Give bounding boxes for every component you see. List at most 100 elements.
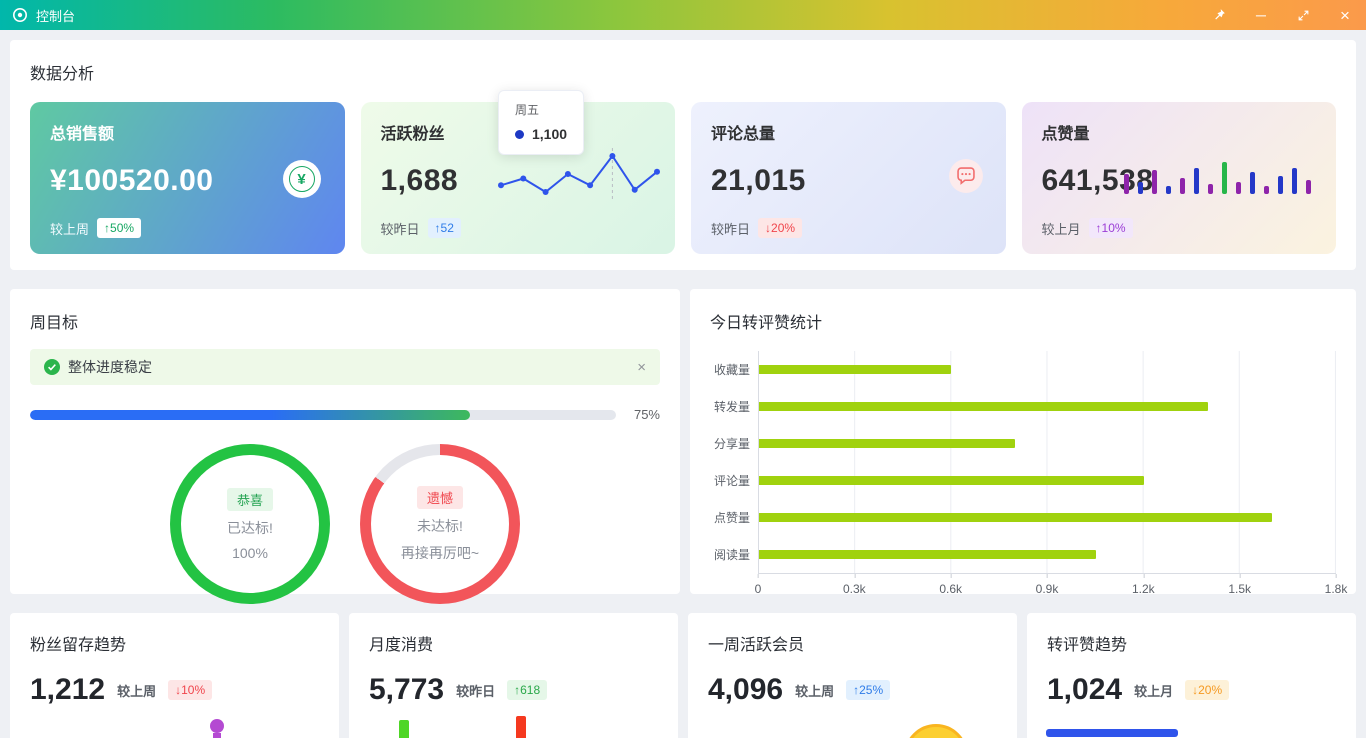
goal-ring-achieved: 恭喜 已达标! 100% <box>170 444 330 604</box>
section-title: 数据分析 <box>30 66 95 83</box>
goal-ring-missed: 遗憾 未达标! 再接再厉吧~ <box>360 444 520 604</box>
ring-line2: 再接再厉吧~ <box>400 544 480 561</box>
window-controls: ─ × <box>1210 6 1354 24</box>
trend-badge: ↑618 <box>507 680 548 700</box>
bar-row <box>759 425 1336 462</box>
mini-card-value: 1,212 <box>30 673 106 706</box>
tooltip-label: 周五 <box>515 103 540 117</box>
bar-转发量[interactable] <box>759 402 1208 411</box>
likes-bar <box>1166 186 1171 194</box>
bar-plot-area <box>758 351 1336 574</box>
card-monthly-spend: 月度消费 5,773 较昨日 ↑618 <box>349 613 678 738</box>
mini-card-title: 转评赞趋势 <box>1047 637 1128 654</box>
tooltip-value: 1,100 <box>532 126 568 142</box>
likes-bar <box>1292 168 1297 194</box>
trend-badge: ↓20% <box>1185 680 1230 700</box>
bar-row <box>759 462 1336 499</box>
x-tick-label: 1.2k <box>1132 574 1155 596</box>
close-button[interactable]: × <box>1340 5 1350 25</box>
ring-line1: 已达标! <box>227 519 273 536</box>
maximize-button[interactable] <box>1294 6 1312 24</box>
pin-icon[interactable] <box>1210 6 1228 24</box>
card-weekly-active-members: 一周活跃会员 4,096 较上周 ↑25% <box>688 613 1017 738</box>
card-likes: 点赞量 641,538 较上月 ↑10% <box>1021 102 1336 254</box>
bar-评论量[interactable] <box>759 476 1144 485</box>
trend-badge: ↑52 <box>427 218 461 238</box>
stat-cards: 总销售额 ¥100520.00 ¥ 较上周 ↑50% 活跃粉丝 1,688 较昨… <box>30 102 1336 254</box>
trend-badge: ↑10% <box>1088 218 1133 238</box>
card-title: 评论总量 <box>711 126 776 143</box>
card-value: 1,688 <box>380 164 459 197</box>
card-fan-retention-trend: 粉丝留存趋势 1,212 较上周 ↓10% <box>10 613 339 738</box>
ring-line1: 未达标! <box>417 517 463 534</box>
mini-card-title: 粉丝留存趋势 <box>30 637 127 654</box>
bar-category-label: 分享量 <box>713 437 750 451</box>
bar-row <box>759 388 1336 425</box>
today-stats-panel: 今日转评赞统计 收藏量 转发量 分享量 评论量 点赞量 阅读量 0 0.3k 0.6k 0.9k… <box>690 289 1356 596</box>
likes-bar <box>1152 170 1157 194</box>
compare-label: 较上周 <box>795 683 835 699</box>
bar-category-label: 点赞量 <box>713 511 750 525</box>
alert-close-icon[interactable]: × <box>637 358 646 376</box>
ring-line2: 100% <box>232 544 268 561</box>
bar-点赞量[interactable] <box>759 513 1272 522</box>
likes-bar <box>1278 176 1283 194</box>
comment-bubble-icon <box>948 158 984 199</box>
bar-category-labels: 收藏量 转发量 分享量 评论量 点赞量 阅读量 <box>710 351 758 574</box>
trend-badge: ↓10% <box>168 680 213 700</box>
app-logo-icon <box>12 7 28 23</box>
mini-card-value: 5,773 <box>369 673 445 706</box>
bar-row <box>759 499 1336 536</box>
bar-category-label: 收藏量 <box>713 363 750 377</box>
x-tick-label: 0.3k <box>843 574 866 596</box>
card-title: 总销售额 <box>50 126 115 143</box>
status-alert: 整体进度稳定 × <box>30 349 660 385</box>
minimize-button[interactable]: ─ <box>1256 7 1266 23</box>
likes-bar <box>1236 182 1241 194</box>
x-tick-label: 0.9k <box>1036 574 1058 596</box>
likes-bar <box>1180 178 1185 194</box>
bar-category-label: 评论量 <box>713 474 750 488</box>
bar-分享量[interactable] <box>759 439 1016 448</box>
card-title: 活跃粉丝 <box>380 126 445 143</box>
compare-label: 较上月 <box>1041 221 1081 237</box>
window-title: 控制台 <box>36 8 76 24</box>
x-tick-label: 0.6k <box>939 574 962 596</box>
progress-track <box>30 409 616 420</box>
yuan-icon: ¥ <box>282 160 321 198</box>
ring-badge: 恭喜 <box>226 487 273 511</box>
card-value: 641,538 <box>1041 164 1154 197</box>
mini-chart-preview <box>399 720 409 738</box>
bar-阅读量[interactable] <box>759 550 1096 559</box>
compare-label: 较昨日 <box>380 221 420 237</box>
fans-sparkline-chart <box>498 148 660 200</box>
card-value: 21,015 <box>711 164 806 197</box>
alert-text: 整体进度稳定 <box>68 359 152 375</box>
mini-card-title: 月度消费 <box>369 637 434 654</box>
card-value: ¥100520.00 <box>50 164 214 197</box>
card-engagement-trend: 转评赞趋势 1,024 较上月 ↓20% <box>1027 613 1356 738</box>
mini-chart-preview <box>516 716 526 738</box>
chart-tooltip: 周五 1,100 <box>498 90 585 155</box>
bar-row <box>759 536 1336 573</box>
x-tick-label: 0 <box>755 574 761 596</box>
ring-badge: 遗憾 <box>416 485 463 509</box>
card-total-sales: 总销售额 ¥100520.00 ¥ 较上周 ↑50% <box>30 102 345 254</box>
bar-row <box>759 351 1336 388</box>
stats-panel: 数据分析 周五 1,100 总销售额 ¥100520.00 ¥ 较上周 ↑50%… <box>10 40 1356 270</box>
titlebar: 控制台 ─ × <box>0 0 1366 30</box>
progress-fill <box>30 409 470 420</box>
likes-bar <box>1264 186 1269 194</box>
bar-收藏量[interactable] <box>759 365 952 374</box>
x-tick-label: 1.8k <box>1325 574 1347 596</box>
likes-bar <box>1250 172 1255 194</box>
likes-sparkline-chart <box>1124 152 1320 194</box>
compare-label: 较上周 <box>117 683 157 699</box>
x-axis-ticks: 0 0.3k 0.6k 0.9k 1.2k 1.5k 1.8k <box>755 574 1347 598</box>
today-stats-title: 今日转评赞统计 <box>710 315 823 332</box>
compare-label: 较昨日 <box>711 221 751 237</box>
horizontal-bar-chart: 收藏量 转发量 分享量 评论量 点赞量 阅读量 0 0.3k 0.6k 0.9k 1.2k 1.5k… <box>710 351 1347 598</box>
weekly-goal-panel: 周目标 整体进度稳定 × 75% 恭喜 已达标! <box>10 289 680 604</box>
mini-card-title: 一周活跃会员 <box>708 637 805 654</box>
trend-badge: ↓20% <box>758 218 803 238</box>
